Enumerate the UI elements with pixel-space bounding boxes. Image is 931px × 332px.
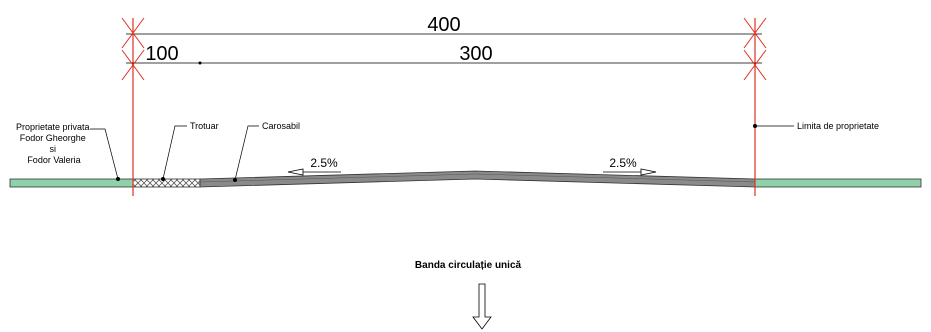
roadway-leader-dot [233, 178, 237, 182]
slope-left-arrowhead [287, 168, 304, 176]
slope-left: 2.5% [310, 156, 338, 170]
property-owner-line-4: Fodor Valeria [27, 155, 80, 165]
property-owner-line-2: Fodor Gheorghe [20, 133, 86, 143]
sidewalk-leader-dot [161, 177, 165, 181]
roadway-leader [234, 125, 259, 181]
slope-right: 2.5% [609, 156, 637, 170]
ground-left [9, 178, 134, 188]
sidewalk-block [132, 178, 201, 188]
dimension-x-marker-left-bottom [121, 49, 145, 81]
ground-right [754, 178, 922, 188]
sidewalk-label: Trotuar [190, 121, 219, 131]
dimension-left: 100 [145, 43, 178, 65]
property-limit-label: Limita de proprietate [797, 121, 879, 131]
caption: Banda circulație unică [415, 260, 522, 271]
dimension-total: 400 [427, 14, 460, 36]
property-limit-leader-dot [753, 124, 757, 128]
down-arrow-icon [472, 283, 492, 330]
property-owner-line-3: si [49, 144, 56, 154]
roadway-label: Carosabil [262, 121, 300, 131]
sidewalk-leader [162, 125, 187, 180]
property-owner-label: Proprietate privata Fodor Gheorghe si Fo… [16, 122, 92, 165]
dimension-x-marker-left-top [121, 17, 145, 49]
roadway-pavement [199, 170, 756, 188]
property-owner-line-1: Proprietate privata [16, 122, 90, 132]
dimension-divider-mark [198, 61, 202, 65]
slope-right-arrowhead [640, 168, 657, 176]
dimension-x-marker-right-bottom [743, 49, 767, 81]
property-owner-leader-dot [116, 177, 120, 181]
roadway-surface-line [199, 173, 756, 183]
dimension-right: 300 [459, 43, 492, 65]
property-owner-leader [90, 128, 119, 180]
dimension-x-marker-right-top [743, 17, 767, 49]
